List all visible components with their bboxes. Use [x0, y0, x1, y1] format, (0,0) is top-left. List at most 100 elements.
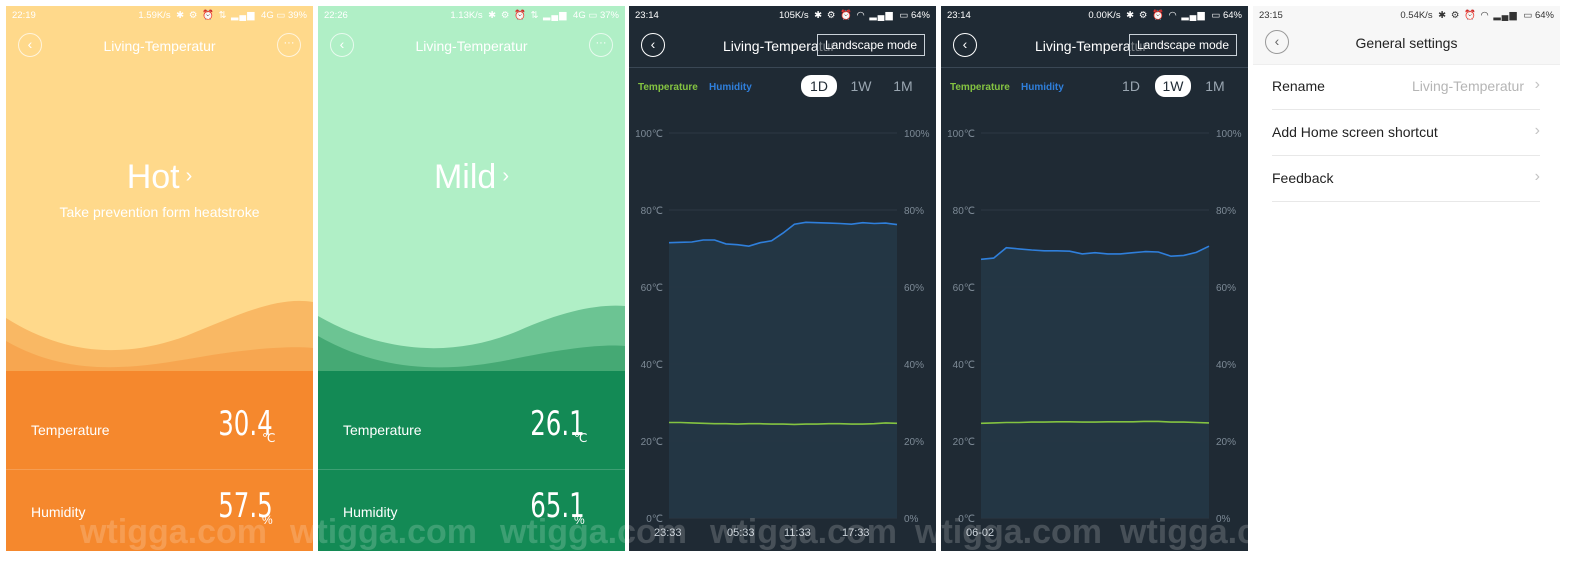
status-time: 22:19 — [12, 10, 36, 21]
landscape-mode-button[interactable]: Landscape mode — [1129, 34, 1237, 56]
status-time: 23:14 — [947, 10, 971, 21]
status-time: 23:15 — [1259, 10, 1283, 21]
range-1d-tab[interactable]: 1D — [801, 75, 837, 97]
status-icons: ✱ ⚙ ⏰ ◠ ▂▄▆ — [1126, 10, 1206, 21]
legend-temperature[interactable]: Temperature — [950, 82, 1010, 93]
legend-humidity[interactable]: Humidity — [709, 82, 752, 93]
back-button[interactable]: ‹ — [641, 33, 665, 57]
y-tick-label-left: 40℃ — [641, 360, 663, 371]
status-time: 22:26 — [324, 10, 348, 21]
page-title: Living-Temperatur — [723, 38, 836, 54]
status-bar: 23:14 105K/s ✱ ⚙ ⏰ ◠ ▂▄▆ ▭ 64% — [629, 6, 936, 24]
legend-humidity[interactable]: Humidity — [1021, 82, 1064, 93]
temperature-value: 30.4 — [218, 404, 273, 444]
range-1m-tab[interactable]: 1M — [1205, 78, 1225, 94]
status-bar: 23:14 0.00K/s ✱ ⚙ ⏰ ◠ ▂▄▆ ▭ 64% — [941, 6, 1248, 24]
panel-settings: 23:15 0.54K/s ✱ ⚙ ⏰ ◠ ▂▄▆ ▭ 64% ‹ Genera… — [1253, 6, 1560, 551]
x-tick-label: 17:33 — [842, 527, 870, 539]
y-tick-label-right: 0% — [904, 514, 919, 525]
panel-hot: 22:19 1.59K/s ✱ ⚙ ⏰ ⇅ ▂▄▆ 4G ▭ 39% ‹ Liv… — [6, 6, 313, 551]
y-tick-label-right: 20% — [1216, 437, 1236, 448]
row-value: Living-Temperatur — [1411, 78, 1524, 94]
advice-text: Take prevention form heatstroke — [59, 204, 260, 220]
range-1w-tab[interactable]: 1W — [1155, 75, 1191, 97]
y-tick-label-left: 100℃ — [635, 129, 663, 140]
humidity-unit: % — [262, 513, 273, 527]
range-1d-tab[interactable]: 1D — [1122, 78, 1140, 94]
battery-icon: ▭ — [899, 10, 909, 21]
chevron-right-icon: › — [1534, 122, 1540, 139]
humidity-label: Humidity — [31, 504, 86, 520]
panel-mild: 22:26 1.13K/s ✱ ⚙ ⏰ ⇅ ▂▄▆ 4G ▭ 37% ‹ Liv… — [318, 6, 625, 551]
y-tick-label-right: 80% — [1216, 206, 1236, 217]
back-button[interactable]: ‹ — [330, 33, 354, 57]
watermark: wtigga.com — [80, 513, 268, 551]
back-button[interactable]: ‹ — [953, 33, 977, 57]
header-divider — [941, 67, 1248, 68]
y-tick-label-left: 80℃ — [953, 206, 975, 217]
status-icons: ✱ ⚙ ⏰ ⇅ ▂▄▆ — [176, 10, 256, 21]
range-1w-tab[interactable]: 1W — [850, 78, 872, 94]
temperature-unit: ℃ — [262, 431, 276, 445]
status-bar: 22:26 1.13K/s ✱ ⚙ ⏰ ⇅ ▂▄▆ 4G ▭ 37% — [318, 6, 625, 24]
x-tick-label: 05:33 — [727, 527, 755, 539]
watermark: wtigga.com — [290, 513, 478, 551]
temperature-series-line — [669, 421, 898, 426]
line-chart: 100℃ 100% 80℃ 80% 60℃ 60% 40℃ 40% 20℃ 20% 0℃ 0% 23:3… — [635, 129, 930, 539]
status-right: 0.00K/s ✱ ⚙ ⏰ ◠ ▂▄▆ ▭ 64% — [1088, 10, 1242, 21]
status-right: 1.13K/s ✱ ⚙ ⏰ ⇅ ▂▄▆ 4G ▭ 37% — [450, 10, 619, 21]
watermark: wtigga.com — [915, 513, 1103, 551]
y-tick-label-left: 100℃ — [947, 129, 975, 140]
back-button[interactable]: ‹ — [18, 33, 42, 57]
y-tick-label-left: 40℃ — [953, 360, 975, 371]
row-label: Rename — [1272, 78, 1325, 94]
page-title: Living-Temperatur — [103, 38, 216, 54]
readings-area — [318, 371, 625, 551]
y-tick-label-left: 60℃ — [953, 283, 975, 294]
temperature-unit: ℃ — [574, 431, 588, 445]
temperature-label: Temperature — [31, 422, 110, 438]
y-tick-label-right: 40% — [1216, 360, 1236, 371]
panel-chart-week: 23:14 0.00K/s ✱ ⚙ ⏰ ◠ ▂▄▆ ▭ 64% ‹ Living… — [941, 6, 1248, 551]
settings-row-shortcut[interactable]: Add Home screen shortcut › — [1272, 110, 1540, 156]
battery-icon: ▭ — [1523, 10, 1533, 21]
chevron-right-icon: › — [1534, 76, 1540, 93]
chevron-right-icon: › — [1534, 168, 1540, 185]
more-button[interactable]: ··· — [589, 33, 613, 57]
y-tick-label-left: 20℃ — [953, 437, 975, 448]
back-button[interactable]: ‹ — [1265, 30, 1289, 54]
settings-row-feedback[interactable]: Feedback › — [1272, 156, 1540, 202]
condition-link[interactable]: Hot › — [6, 158, 313, 197]
settings-row-rename[interactable]: Rename Living-Temperatur › — [1272, 64, 1540, 110]
humidity-unit: % — [574, 513, 585, 527]
condition-text: Hot — [126, 158, 180, 196]
range-1m-tab[interactable]: 1M — [893, 78, 913, 94]
chevron-right-icon: › — [185, 165, 193, 187]
y-tick-label-left: 20℃ — [641, 437, 663, 448]
temperature-label: Temperature — [343, 422, 422, 438]
landscape-mode-button[interactable]: Landscape mode — [817, 34, 925, 56]
humidity-value: 57.5 — [218, 486, 273, 526]
x-tick-label: 23:33 — [654, 527, 682, 539]
battery-icon: ▭ — [588, 10, 598, 21]
y-tick-label-left: 0℃ — [646, 514, 663, 525]
header-divider — [629, 67, 936, 68]
readings-area — [6, 371, 313, 551]
y-tick-label-left: 80℃ — [641, 206, 663, 217]
more-button[interactable]: ··· — [277, 33, 301, 57]
y-tick-label-right: 100% — [1216, 129, 1242, 140]
legend-temperature[interactable]: Temperature — [638, 82, 698, 93]
chevron-right-icon: › — [502, 165, 509, 187]
row-label: Add Home screen shortcut — [1272, 124, 1438, 140]
humidity-series-line — [668, 221, 898, 248]
y-tick-label-right: 60% — [904, 283, 924, 294]
humidity-series-line — [980, 245, 1210, 261]
battery-icon: ▭ — [276, 10, 286, 21]
page-title: Living-Temperatur — [1035, 38, 1148, 54]
status-right: 0.54K/s ✱ ⚙ ⏰ ◠ ▂▄▆ ▭ 64% — [1400, 10, 1554, 21]
y-tick-label-right: 60% — [1216, 283, 1236, 294]
y-tick-label-right: 20% — [904, 437, 924, 448]
status-right: 105K/s ✱ ⚙ ⏰ ◠ ▂▄▆ ▭ 64% — [779, 10, 930, 21]
condition-link[interactable]: Mild › — [318, 158, 625, 197]
y-tick-label-right: 100% — [904, 129, 930, 140]
